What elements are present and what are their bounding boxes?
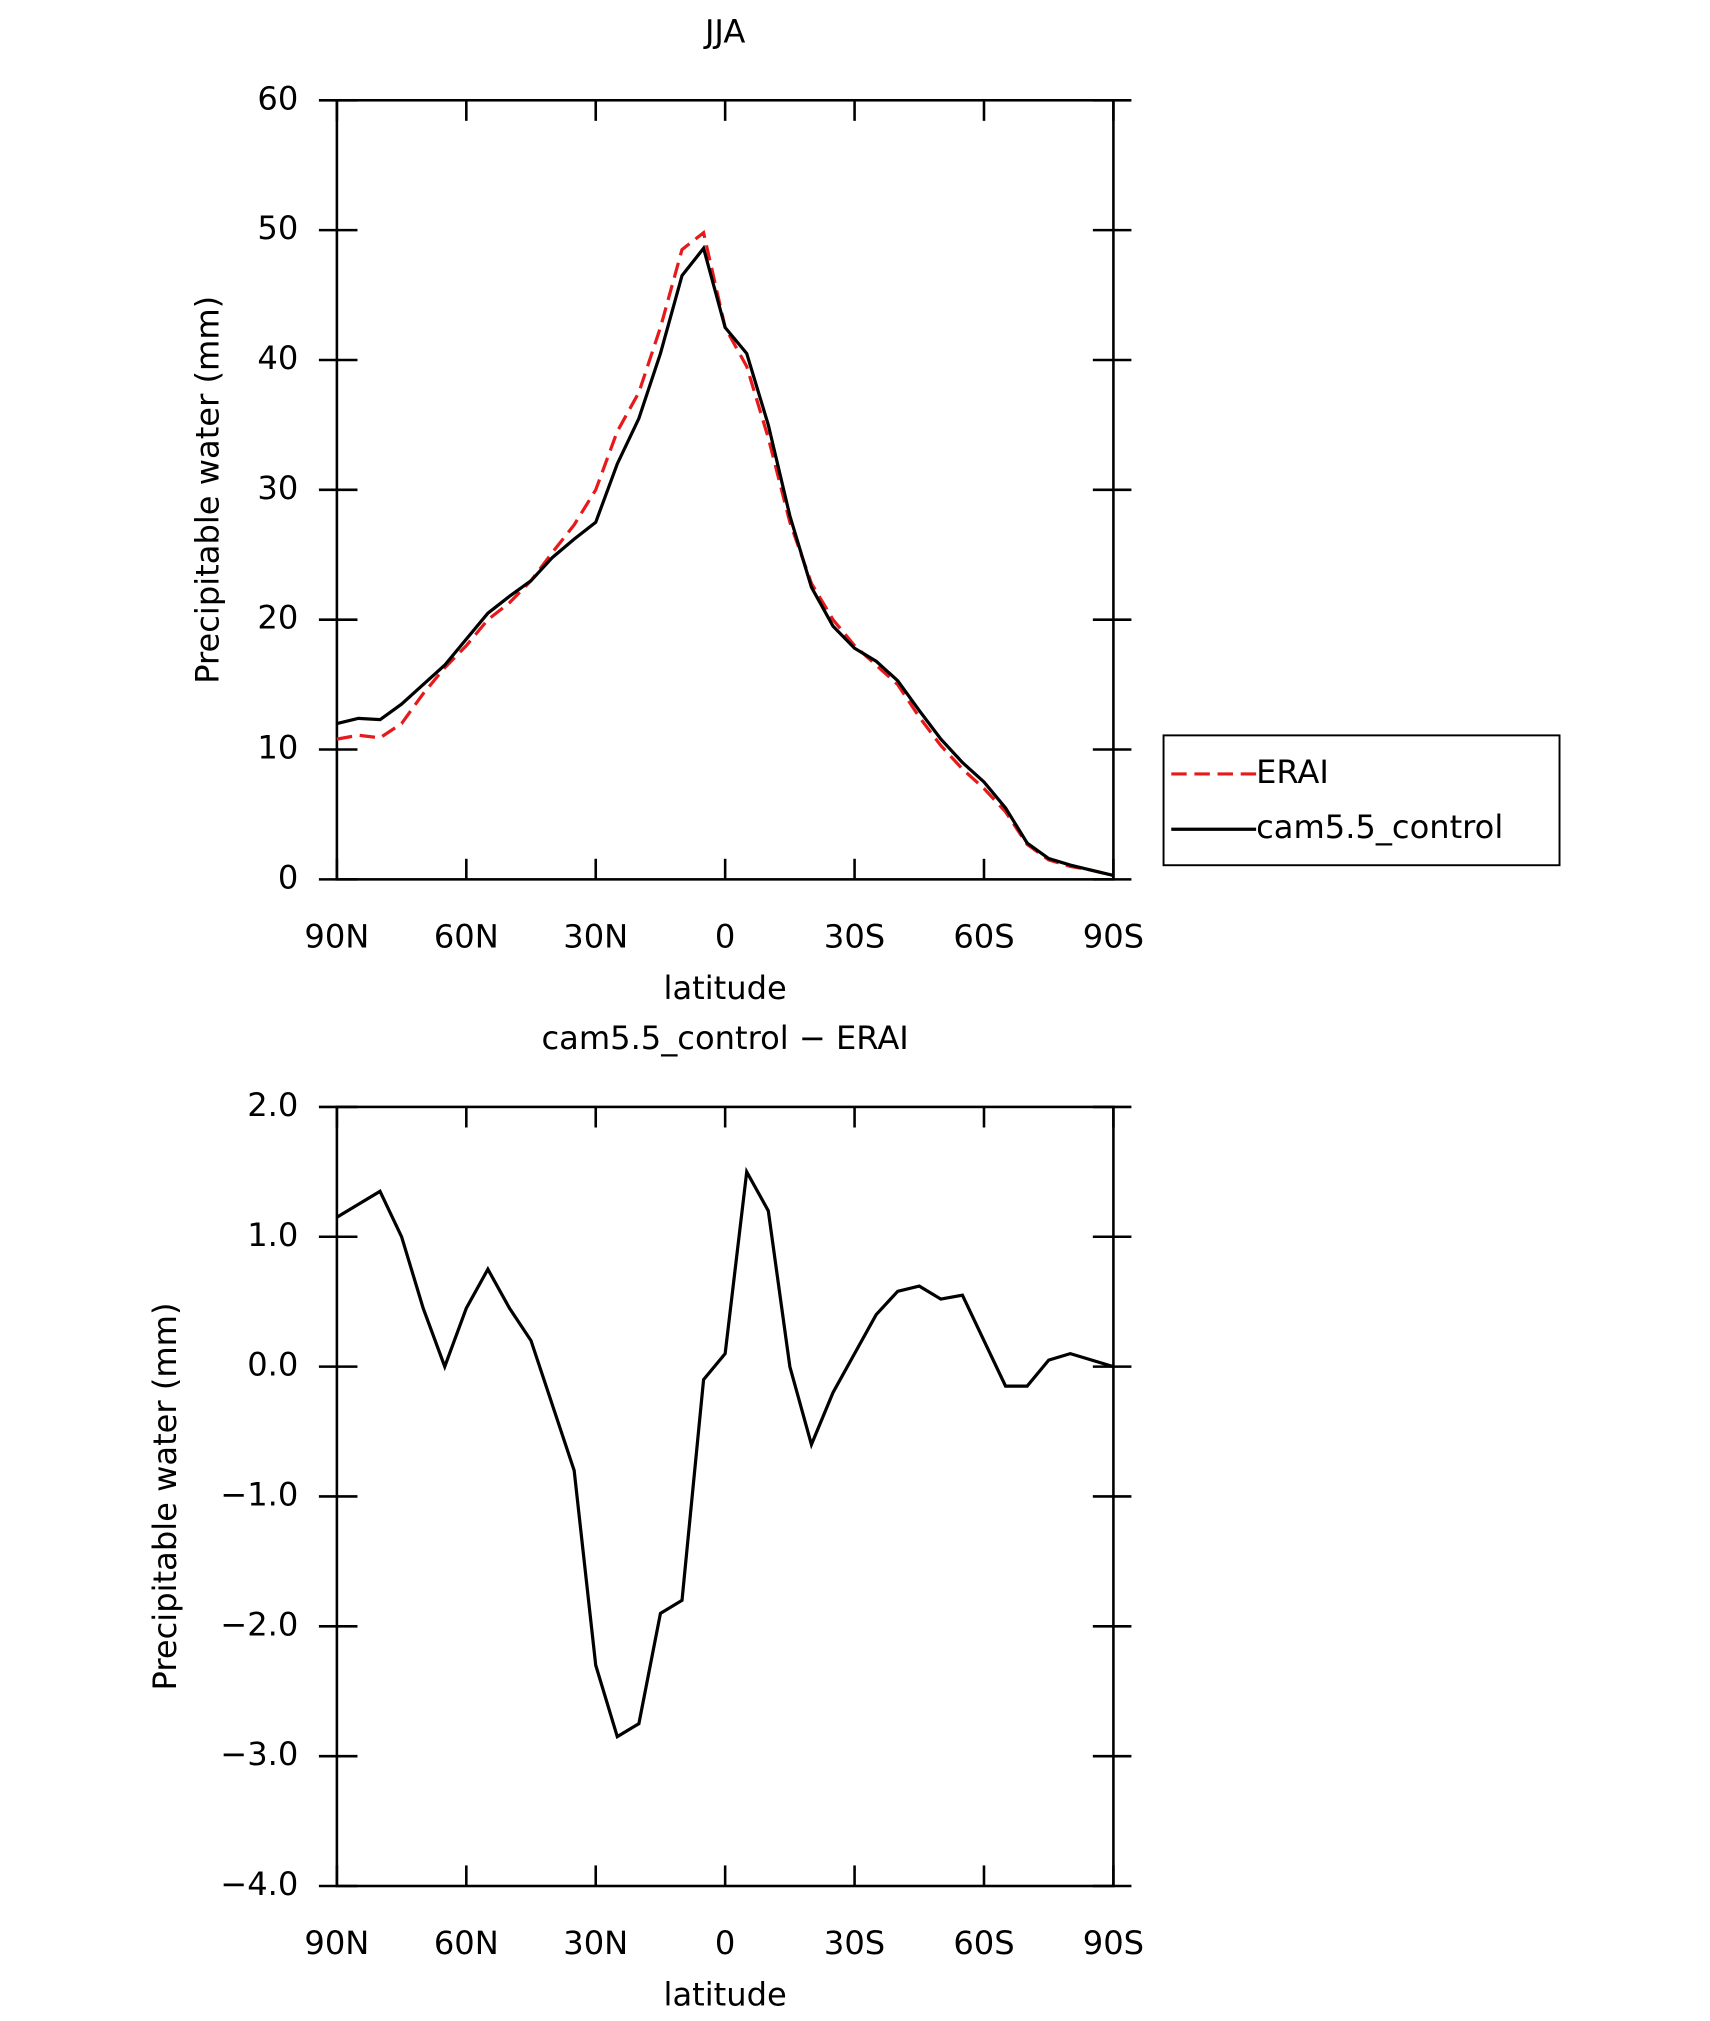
chart-title: JJA	[703, 12, 745, 50]
y-tick-label: 0.0	[247, 1346, 298, 1384]
y-tick-label: 1.0	[247, 1216, 298, 1254]
y-tick-label: 20	[257, 599, 298, 637]
x-axis-label: latitude	[664, 1976, 787, 2014]
legend-label: ERAI	[1256, 753, 1329, 791]
x-axis-label: latitude	[664, 969, 787, 1007]
data-line	[336, 1166, 1114, 1740]
y-tick-label: −1.0	[220, 1475, 298, 1513]
x-tick-label: 30S	[824, 918, 885, 956]
x-tick-label: 60N	[434, 918, 499, 956]
y-tick-label: 40	[257, 339, 298, 377]
x-tick-label: 60S	[953, 1924, 1014, 1962]
x-tick-label: 30S	[824, 1924, 885, 1962]
y-tick-label: −2.0	[220, 1605, 298, 1643]
plot-frame	[335, 98, 1115, 881]
y-tick-label: 50	[257, 209, 298, 247]
y-tick-label: 60	[257, 79, 298, 117]
plot-frame	[335, 1105, 1115, 1888]
x-tick-label: 30N	[563, 918, 628, 956]
x-tick-label: 60S	[953, 918, 1014, 956]
y-tick-label: 2.0	[247, 1086, 298, 1124]
legend-label: cam5.5_control	[1256, 808, 1503, 846]
legend-box	[1162, 734, 1561, 867]
y-axis-label: Precipitable water (mm)	[189, 296, 227, 684]
chart-title: cam5.5_control − ERAI	[542, 1019, 909, 1057]
y-tick-label: −3.0	[220, 1735, 298, 1773]
x-tick-label: 60N	[434, 1924, 499, 1962]
x-tick-label: 0	[715, 918, 735, 956]
y-tick-label: 30	[257, 469, 298, 507]
x-tick-label: 90N	[304, 918, 369, 956]
y-tick-label: 10	[257, 729, 298, 767]
data-line	[336, 244, 1114, 878]
x-tick-label: 90S	[1083, 1924, 1144, 1962]
x-tick-label: 30N	[563, 1924, 628, 1962]
y-tick-label: 0	[278, 858, 298, 896]
y-tick-label: −4.0	[220, 1865, 298, 1903]
y-axis-label: Precipitable water (mm)	[146, 1302, 184, 1690]
x-tick-label: 0	[715, 1924, 735, 1962]
x-tick-label: 90S	[1083, 918, 1144, 956]
x-tick-label: 90N	[304, 1924, 369, 1962]
